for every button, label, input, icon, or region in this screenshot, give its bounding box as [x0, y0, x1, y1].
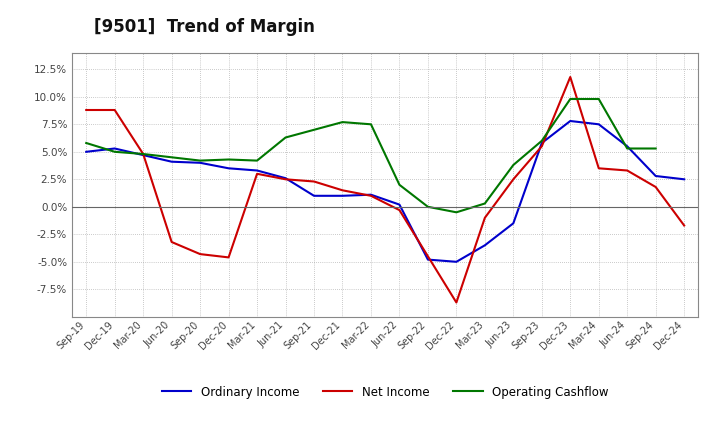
Ordinary Income: [196, 160, 204, 165]
Net Income: [196, 251, 204, 257]
Operating Cashflow: [139, 151, 148, 157]
Net Income: [423, 253, 432, 259]
Operating Cashflow: [82, 140, 91, 146]
Net Income: [595, 165, 603, 171]
Operating Cashflow: [366, 121, 375, 127]
Net Income: [537, 143, 546, 149]
Net Income: [338, 187, 347, 193]
Operating Cashflow: [110, 149, 119, 154]
Ordinary Income: [623, 143, 631, 149]
Operating Cashflow: [423, 204, 432, 209]
Ordinary Income: [452, 259, 461, 264]
Net Income: [225, 255, 233, 260]
Net Income: [480, 215, 489, 220]
Operating Cashflow: [452, 210, 461, 215]
Operating Cashflow: [623, 146, 631, 151]
Net Income: [139, 151, 148, 157]
Ordinary Income: [509, 221, 518, 226]
Operating Cashflow: [167, 154, 176, 160]
Ordinary Income: [139, 152, 148, 158]
Net Income: [680, 223, 688, 228]
Line: Net Income: Net Income: [86, 77, 684, 303]
Ordinary Income: [366, 192, 375, 197]
Net Income: [623, 168, 631, 173]
Ordinary Income: [566, 118, 575, 124]
Net Income: [395, 208, 404, 213]
Ordinary Income: [110, 146, 119, 151]
Operating Cashflow: [509, 162, 518, 168]
Net Income: [310, 179, 318, 184]
Ordinary Income: [310, 193, 318, 198]
Ordinary Income: [595, 121, 603, 127]
Ordinary Income: [167, 159, 176, 165]
Ordinary Income: [253, 168, 261, 173]
Operating Cashflow: [595, 96, 603, 102]
Text: [9501]  Trend of Margin: [9501] Trend of Margin: [94, 18, 315, 36]
Net Income: [452, 300, 461, 305]
Ordinary Income: [537, 140, 546, 146]
Net Income: [509, 176, 518, 182]
Operating Cashflow: [225, 157, 233, 162]
Line: Operating Cashflow: Operating Cashflow: [86, 99, 656, 213]
Net Income: [82, 107, 91, 113]
Ordinary Income: [680, 176, 688, 182]
Legend: Ordinary Income, Net Income, Operating Cashflow: Ordinary Income, Net Income, Operating C…: [157, 381, 613, 403]
Net Income: [566, 74, 575, 80]
Ordinary Income: [395, 202, 404, 207]
Operating Cashflow: [338, 119, 347, 125]
Net Income: [167, 239, 176, 245]
Ordinary Income: [225, 165, 233, 171]
Line: Ordinary Income: Ordinary Income: [86, 121, 684, 262]
Net Income: [366, 193, 375, 198]
Operating Cashflow: [282, 135, 290, 140]
Operating Cashflow: [566, 96, 575, 102]
Operating Cashflow: [196, 158, 204, 163]
Operating Cashflow: [652, 146, 660, 151]
Net Income: [110, 107, 119, 113]
Operating Cashflow: [480, 201, 489, 206]
Ordinary Income: [652, 173, 660, 179]
Ordinary Income: [480, 243, 489, 248]
Operating Cashflow: [537, 138, 546, 143]
Net Income: [253, 171, 261, 176]
Net Income: [282, 176, 290, 182]
Operating Cashflow: [395, 182, 404, 187]
Ordinary Income: [423, 257, 432, 262]
Operating Cashflow: [310, 127, 318, 132]
Ordinary Income: [82, 149, 91, 154]
Net Income: [652, 184, 660, 190]
Ordinary Income: [338, 193, 347, 198]
Operating Cashflow: [253, 158, 261, 163]
Ordinary Income: [282, 176, 290, 181]
